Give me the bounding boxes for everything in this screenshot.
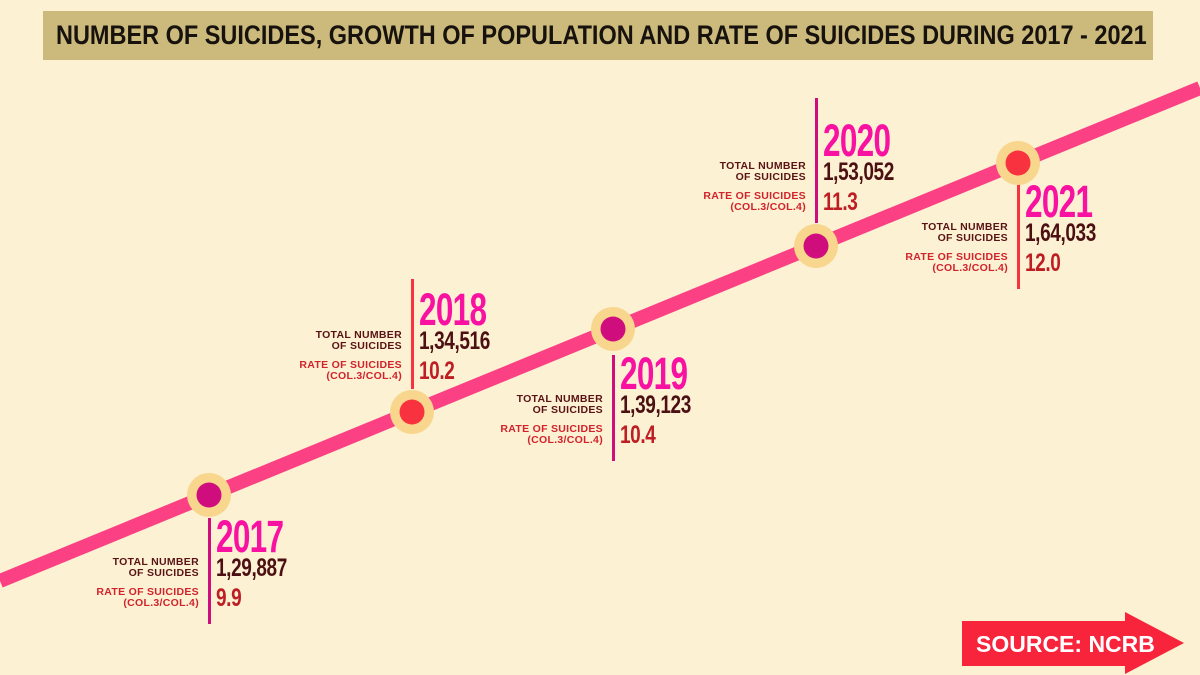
stem-2021	[1016, 183, 1020, 289]
rate-of-suicides-value-2017: 9.9	[216, 584, 242, 612]
source-label: SOURCE: NCRB	[976, 631, 1155, 657]
rate-of-suicides-value-2021: 12.0	[1025, 249, 1061, 277]
source-arrow-shape	[962, 612, 1184, 674]
stem-2019	[611, 355, 615, 461]
year-label-2019: 2019	[620, 348, 688, 399]
total-suicides-value-2021: 1,64,033	[1025, 219, 1096, 247]
total-suicides-value-2017: 1,29,887	[216, 554, 287, 582]
total-suicides-value-2019: 1,39,123	[620, 391, 691, 419]
data-point-2021	[1005, 150, 1031, 176]
total-suicides-value-2020: 1,53,052	[823, 158, 894, 186]
rate-of-suicides-value-2018: 10.2	[419, 357, 455, 385]
title-bar: NUMBER OF SUICIDES, GROWTH OF POPULATION…	[43, 11, 1153, 60]
total-suicides-label: TOTAL NUMBER OF SUICIDES	[921, 221, 1008, 244]
stem-2018	[410, 279, 414, 389]
rate-of-suicides-label: RATE OF SUICIDES (COL.3/COL.4)	[299, 359, 402, 382]
data-point-2017	[196, 482, 222, 508]
year-label-2020: 2020	[823, 115, 891, 166]
rate-of-suicides-label: RATE OF SUICIDES (COL.3/COL.4)	[96, 586, 199, 609]
total-suicides-label: TOTAL NUMBER OF SUICIDES	[719, 160, 806, 183]
rate-of-suicides-value-2020: 11.3	[823, 188, 858, 216]
data-point-2019	[600, 316, 626, 342]
total-suicides-label: TOTAL NUMBER OF SUICIDES	[516, 393, 603, 416]
year-label-2017: 2017	[216, 511, 284, 562]
total-suicides-label: TOTAL NUMBER OF SUICIDES	[112, 556, 199, 579]
source-badge: SOURCE: NCRB	[962, 612, 1184, 674]
total-suicides-value-2018: 1,34,516	[419, 327, 490, 355]
data-point-2020	[803, 233, 829, 259]
data-point-2018	[399, 399, 425, 425]
year-label-2021: 2021	[1025, 176, 1093, 227]
page-title: NUMBER OF SUICIDES, GROWTH OF POPULATION…	[56, 20, 1147, 50]
stem-2017	[207, 518, 211, 624]
total-suicides-label: TOTAL NUMBER OF SUICIDES	[315, 329, 402, 352]
stem-2020	[814, 98, 818, 223]
rate-of-suicides-label: RATE OF SUICIDES (COL.3/COL.4)	[500, 423, 603, 446]
rate-of-suicides-label: RATE OF SUICIDES (COL.3/COL.4)	[703, 190, 806, 213]
year-label-2018: 2018	[419, 284, 487, 335]
rate-of-suicides-label: RATE OF SUICIDES (COL.3/COL.4)	[905, 251, 1008, 274]
rate-of-suicides-value-2019: 10.4	[620, 421, 656, 449]
